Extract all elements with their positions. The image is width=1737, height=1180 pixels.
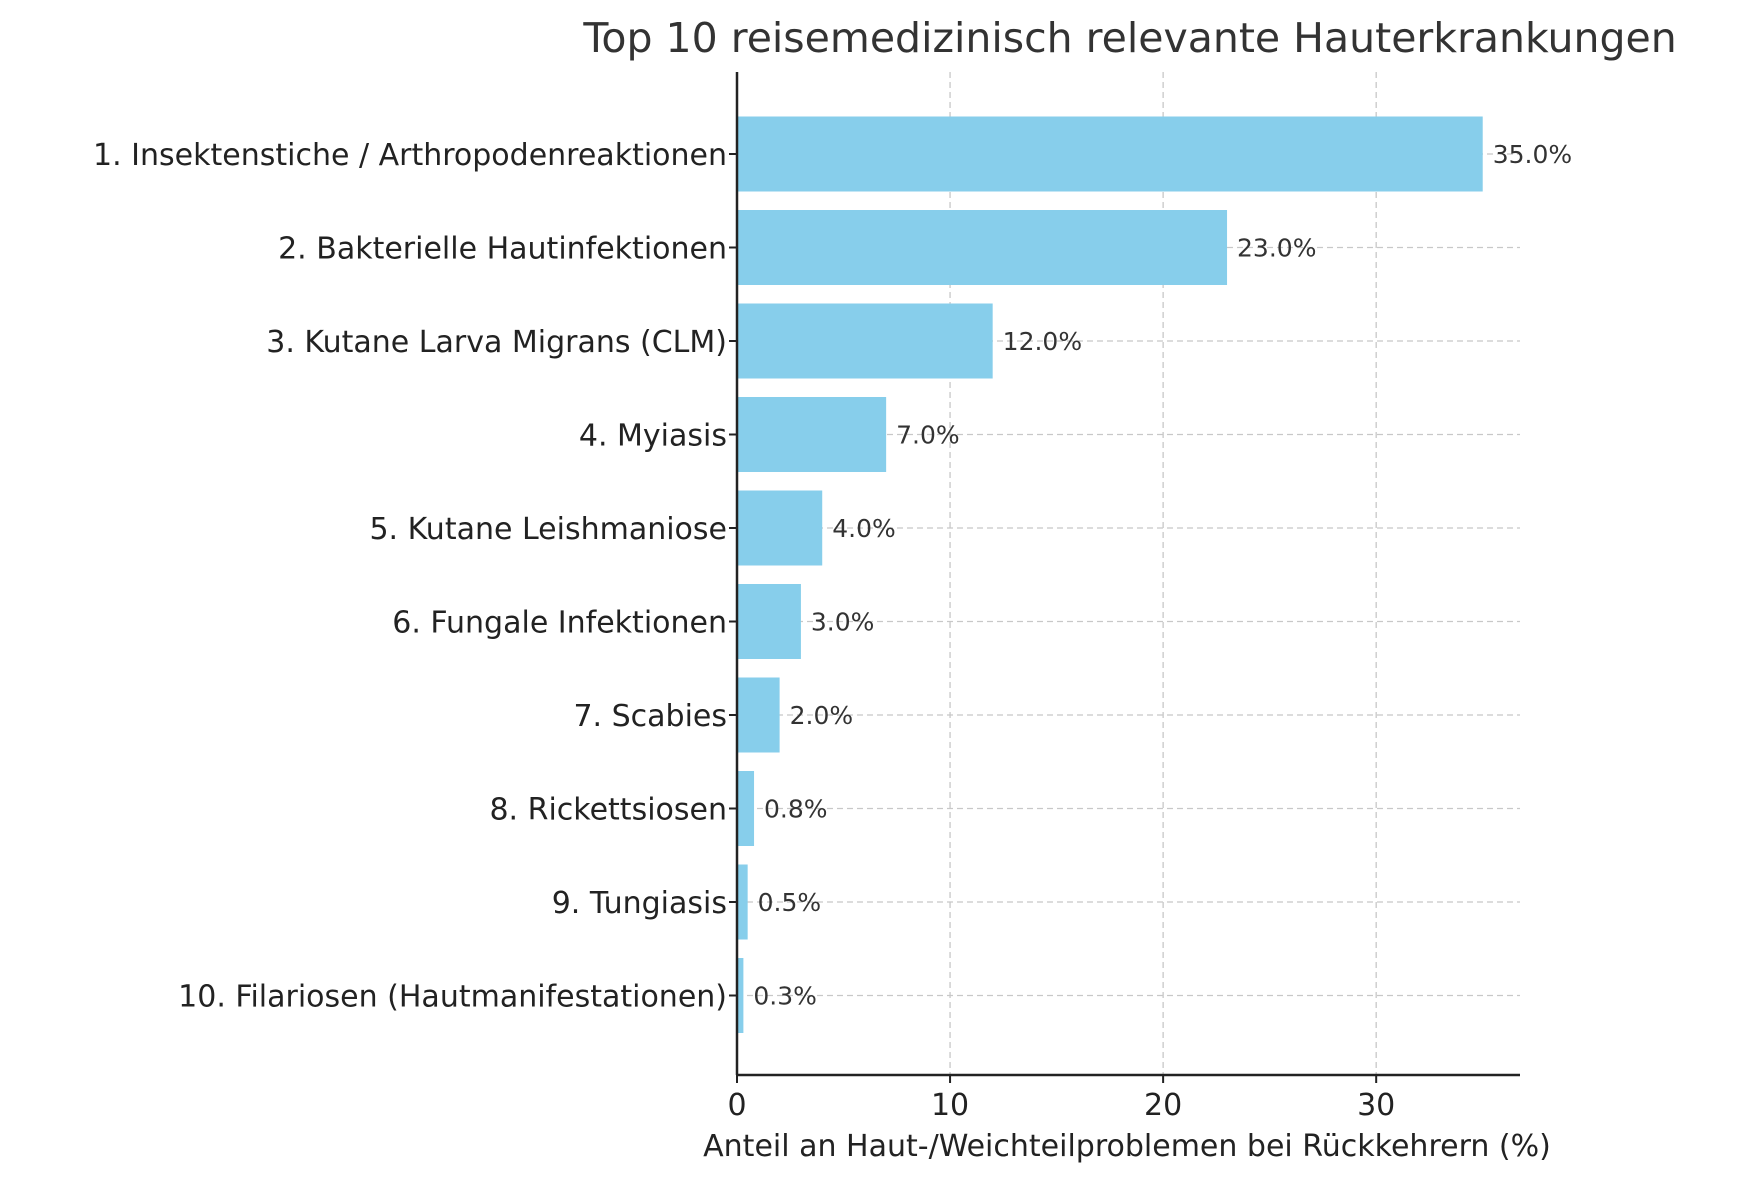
- data-label: 7.0%: [896, 421, 960, 450]
- category-label: 8. Rickettsiosen: [489, 793, 727, 828]
- data-label: 0.5%: [758, 888, 822, 917]
- data-label: 0.8%: [764, 795, 828, 824]
- data-label: 23.0%: [1237, 234, 1316, 263]
- category-label: 5. Kutane Leishmaniose: [369, 512, 727, 547]
- bar: [737, 303, 993, 379]
- bar: [737, 584, 801, 659]
- bars: [737, 116, 1483, 1033]
- bar: [737, 771, 755, 846]
- category-label: 9. Tungiasis: [552, 886, 727, 921]
- bar: [737, 490, 823, 566]
- bar: [737, 397, 887, 472]
- value-labels: 35.0% 23.0% 12.0% 7.0% 4.0% 3.0% 2.0% 0.8% 0.5% 0…: [753, 140, 1572, 1011]
- x-axis-label: Anteil an Haut-/Weichteilproblemen bei R…: [703, 1129, 1551, 1164]
- category-label: 3. Kutane Larva Migrans (CLM): [266, 325, 727, 360]
- data-label: 3.0%: [811, 608, 875, 637]
- category-labels: 1. Insektenstiche / Arthropodenreaktione…: [93, 138, 727, 1015]
- bar: [737, 116, 1483, 192]
- category-label: 10. Filariosen (Hautmanifestationen): [178, 980, 727, 1015]
- category-label: 6. Fungale Infektionen: [392, 606, 727, 641]
- category-label: 4. Myiasis: [579, 419, 727, 454]
- bar: [737, 864, 748, 940]
- data-label: 0.3%: [753, 982, 817, 1011]
- x-tick-label: 20: [1144, 1088, 1182, 1123]
- bar: [737, 958, 744, 1033]
- bar: [737, 210, 1228, 285]
- category-label: 7. Scabies: [573, 699, 727, 734]
- category-label: 2. Bakterielle Hautinfektionen: [278, 232, 727, 267]
- data-label: 12.0%: [1003, 327, 1082, 356]
- bar: [737, 677, 780, 753]
- x-tick-label: 10: [931, 1088, 969, 1123]
- data-label: 2.0%: [790, 701, 854, 730]
- x-ticks: 0 10 20 30: [727, 153, 1395, 1123]
- chart-title: Top 10 reisemedizinisch relevante Hauter…: [582, 14, 1676, 62]
- data-label: 4.0%: [832, 514, 896, 543]
- data-label: 35.0%: [1493, 140, 1572, 169]
- x-tick-label: 30: [1357, 1088, 1395, 1123]
- x-tick-label: 0: [727, 1088, 746, 1123]
- category-label: 1. Insektenstiche / Arthropodenreaktione…: [93, 138, 727, 173]
